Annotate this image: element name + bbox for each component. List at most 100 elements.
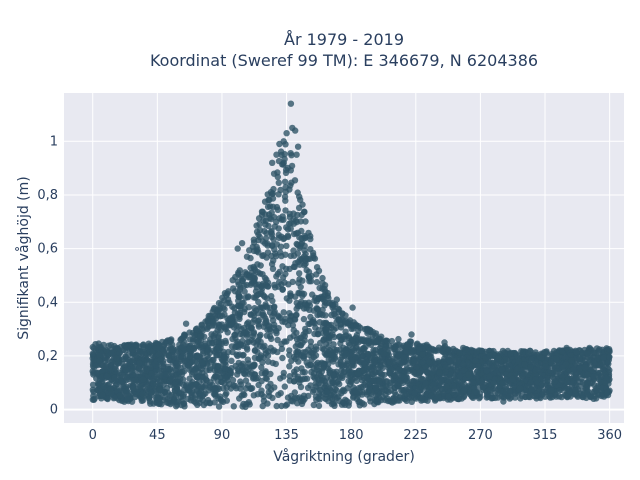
data-point — [316, 396, 323, 403]
data-point — [360, 344, 367, 352]
data-point — [411, 358, 418, 365]
data-point — [242, 385, 250, 392]
data-point — [264, 242, 271, 249]
data-point — [403, 377, 411, 384]
data-point — [89, 350, 97, 357]
data-point — [235, 323, 242, 330]
data-point — [532, 371, 539, 378]
data-point — [446, 358, 454, 365]
data-point — [237, 341, 245, 348]
data-point — [425, 358, 433, 366]
data-point — [267, 380, 274, 388]
data-point — [346, 341, 353, 349]
x-tick-label: 225 — [403, 428, 428, 443]
data-point — [360, 337, 367, 344]
data-point — [339, 310, 346, 317]
data-point — [259, 402, 266, 410]
data-point — [145, 358, 153, 366]
data-point — [300, 354, 307, 362]
data-point — [282, 251, 289, 258]
data-point — [280, 161, 287, 168]
data-point — [258, 364, 265, 371]
data-point — [137, 383, 144, 390]
data-point — [276, 140, 283, 148]
data-point — [490, 380, 497, 387]
data-point — [286, 373, 293, 380]
data-point — [270, 257, 277, 264]
data-point — [242, 377, 250, 384]
data-point — [139, 390, 146, 398]
data-point — [99, 391, 106, 398]
data-point — [258, 304, 265, 311]
data-point — [243, 344, 250, 351]
data-point — [259, 359, 266, 366]
data-point — [305, 274, 313, 282]
data-point — [118, 378, 125, 385]
data-point — [521, 361, 528, 368]
data-point — [128, 398, 136, 405]
data-point — [500, 398, 507, 405]
data-point — [222, 324, 229, 331]
data-point — [335, 317, 343, 324]
data-point — [371, 359, 378, 366]
data-point — [437, 376, 445, 384]
data-point — [605, 346, 613, 353]
data-point — [273, 402, 280, 410]
data-point — [192, 364, 199, 372]
data-point — [107, 385, 114, 392]
data-point — [198, 321, 205, 328]
data-point — [167, 337, 175, 345]
data-point — [579, 349, 586, 357]
data-point — [263, 375, 270, 383]
data-point — [233, 351, 240, 358]
data-point — [239, 331, 246, 338]
data-point — [343, 350, 350, 357]
data-point — [281, 155, 288, 163]
data-point — [199, 359, 206, 366]
data-point — [370, 347, 377, 354]
x-tick-label: 0 — [89, 428, 97, 443]
data-point — [318, 379, 325, 386]
data-point — [230, 285, 237, 292]
data-point — [556, 387, 563, 394]
data-point — [297, 301, 304, 308]
data-point — [384, 397, 392, 405]
data-point — [514, 365, 521, 372]
data-point — [576, 365, 584, 372]
data-point — [281, 383, 288, 390]
data-point — [96, 357, 103, 364]
data-point — [299, 277, 306, 284]
data-point — [251, 354, 259, 361]
y-tick-label: 0,4 — [37, 295, 58, 310]
data-point — [192, 325, 200, 333]
data-point — [265, 211, 273, 218]
data-point — [287, 150, 294, 157]
data-point — [282, 265, 290, 272]
data-point — [526, 393, 534, 401]
data-point — [511, 349, 519, 357]
x-tick-label: 45 — [149, 428, 166, 443]
data-point — [277, 314, 284, 322]
data-point — [158, 401, 165, 408]
data-point — [166, 392, 174, 399]
data-point — [258, 282, 266, 289]
data-point — [246, 247, 253, 254]
data-point — [172, 372, 180, 379]
data-point — [235, 281, 242, 288]
data-point — [224, 300, 231, 307]
data-point — [247, 385, 255, 393]
data-point — [268, 293, 275, 300]
data-point — [411, 394, 418, 401]
data-point — [562, 361, 570, 368]
data-point — [242, 403, 249, 411]
data-point — [392, 391, 400, 399]
data-point — [241, 282, 248, 289]
data-point — [186, 385, 193, 392]
data-point — [350, 362, 357, 369]
data-point — [337, 356, 344, 363]
data-point — [340, 399, 347, 407]
data-point — [368, 341, 375, 349]
data-point — [330, 372, 337, 380]
data-point — [128, 357, 135, 364]
data-point — [210, 347, 217, 354]
